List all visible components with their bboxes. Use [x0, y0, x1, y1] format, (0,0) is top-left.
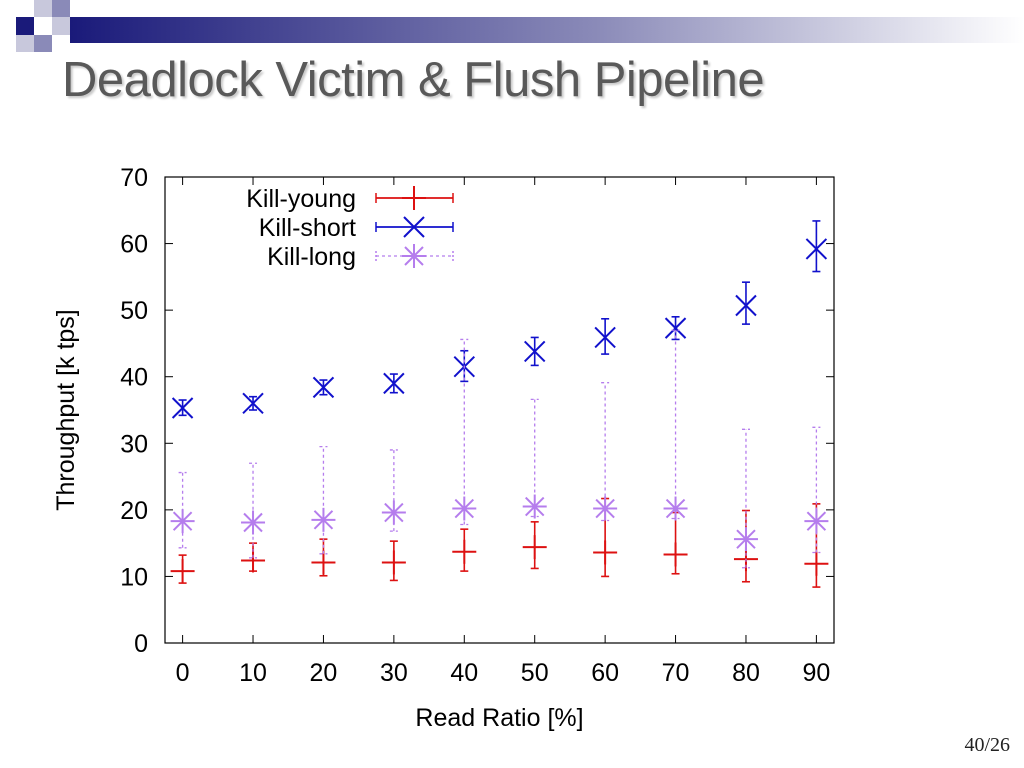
kill-long-point-stroke [384, 502, 404, 523]
x-tick-label: 10 [239, 659, 267, 687]
kill-young-point [452, 539, 477, 564]
legend-marker-kill-young [402, 186, 426, 210]
kill-long-point [381, 500, 406, 525]
kill-long-point-stroke [806, 511, 827, 531]
kill-young-point [663, 542, 688, 567]
y-tick-label: 30 [120, 430, 148, 458]
x-tick-label: 80 [732, 659, 760, 687]
kill-short-point [242, 392, 264, 415]
kill-short-point [171, 397, 194, 419]
kill-short-point [524, 340, 546, 363]
kill-short-point [805, 238, 828, 260]
y-tick-label: 60 [120, 231, 148, 259]
kill-long-point-stroke [454, 498, 474, 519]
kill-short-point [383, 372, 405, 395]
y-axis-label: Throughput [k tps] [52, 309, 80, 511]
legend-marker-kill-short [403, 216, 425, 238]
kill-young-point [170, 559, 195, 584]
y-tick-label: 10 [120, 563, 148, 591]
x-tick-label: 40 [450, 659, 478, 687]
kill-long-point [593, 496, 618, 521]
x-tick-label: 70 [662, 659, 690, 687]
x-tick-label: 50 [521, 659, 549, 687]
header-square-dark [16, 17, 34, 35]
kill-short-point-stroke [524, 340, 546, 363]
header-square-light [52, 17, 70, 35]
kill-long-point [241, 510, 266, 535]
kill-long-point-stroke [525, 496, 545, 517]
x-tick-label: 60 [591, 659, 619, 687]
kill-short-point [664, 317, 687, 339]
y-tick-label: 0 [134, 630, 148, 658]
kill-long-point [170, 509, 195, 534]
kill-short-point [594, 326, 616, 349]
x-axis-label: Read Ratio [%] [415, 704, 583, 732]
kill-young-point [381, 550, 406, 575]
legend-marker-kill-short-stroke [403, 216, 425, 238]
kill-long-point-stroke [665, 498, 686, 519]
y-tick-label: 40 [120, 364, 148, 392]
kill-long-point [522, 494, 547, 519]
kill-short-point-stroke [594, 326, 616, 349]
y-tick-label: 20 [120, 497, 148, 525]
legend-label-kill-long: Kill-long [267, 243, 356, 271]
header-square-mid [52, 0, 70, 17]
kill-young-point [241, 548, 266, 573]
kill-long-point [311, 507, 336, 532]
header-square-mid [34, 35, 52, 52]
header-decoration [16, 0, 1024, 52]
kill-short-point-stroke [664, 317, 687, 339]
legend-label-kill-young: Kill-young [246, 185, 356, 213]
header-square-light [34, 0, 52, 17]
plot-frame [164, 176, 835, 644]
kill-young-point [311, 550, 336, 575]
x-tick-label: 90 [802, 659, 830, 687]
kill-young-point [593, 540, 618, 565]
slide-title: Deadlock Victim & Flush Pipeline [62, 53, 765, 107]
kill-long-point [733, 527, 758, 552]
legend-marker-kill-long [402, 244, 426, 268]
kill-long-point-stroke [172, 511, 193, 531]
kill-long-point-stroke [595, 498, 615, 519]
kill-short-point [312, 376, 335, 399]
x-tick-label: 0 [176, 659, 190, 687]
y-tick-label: 70 [120, 164, 148, 192]
kill-short-point-stroke [735, 294, 757, 317]
kill-short-point-stroke [242, 392, 264, 415]
legend-marker-kill-long-stroke [404, 246, 424, 266]
kill-long-point [452, 496, 477, 521]
kill-short-point-stroke [171, 397, 194, 419]
kill-long-point-stroke [243, 512, 263, 533]
x-tick-label: 20 [310, 659, 338, 687]
kill-young-point [522, 535, 547, 560]
kill-long-point [663, 496, 688, 521]
kill-short-point-stroke [312, 376, 335, 399]
kill-young-point [804, 551, 829, 576]
kill-long-point-stroke [313, 510, 334, 530]
kill-short-point-stroke [383, 372, 405, 395]
kill-short-point [735, 294, 757, 317]
legend-label-kill-short: Kill-short [259, 214, 356, 242]
page-number: 40/26 [964, 734, 1010, 756]
y-tick-label: 50 [120, 297, 148, 325]
kill-long-point-stroke [736, 529, 756, 549]
header-square-light [16, 35, 34, 52]
x-tick-label: 30 [380, 659, 408, 687]
kill-short-point-stroke [805, 238, 828, 260]
kill-long-point [804, 509, 829, 534]
